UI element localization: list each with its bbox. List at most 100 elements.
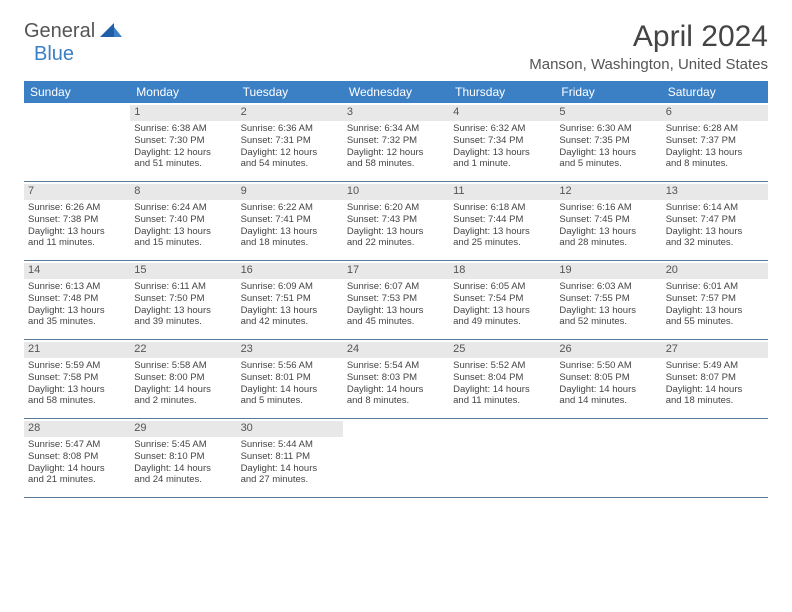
sunset-text: Sunset: 7:54 PM [453,293,551,305]
calendar-page: General Blue April 2024 Manson, Washingt… [0,0,792,518]
sunset-text: Sunset: 7:34 PM [453,135,551,147]
day-cell [24,103,130,181]
sunrise-text: Sunrise: 6:07 AM [347,281,445,293]
daylight-text: Daylight: 13 hours [559,226,657,238]
day-number: 23 [237,342,343,358]
sunrise-text: Sunrise: 6:26 AM [28,202,126,214]
day-cell [662,419,768,497]
day-number: 8 [130,184,236,200]
day-number: 28 [24,421,130,437]
month-title: April 2024 [529,20,768,54]
daylight-text: Daylight: 12 hours [134,147,232,159]
day-cell: 29Sunrise: 5:45 AMSunset: 8:10 PMDayligh… [130,419,236,497]
day-cell: 30Sunrise: 5:44 AMSunset: 8:11 PMDayligh… [237,419,343,497]
page-header: General Blue April 2024 Manson, Washingt… [24,20,768,73]
sunset-text: Sunset: 8:01 PM [241,372,339,384]
daylight-text: and 49 minutes. [453,316,551,328]
sunrise-text: Sunrise: 6:28 AM [666,123,764,135]
day-number: 30 [237,421,343,437]
sunrise-text: Sunrise: 5:50 AM [559,360,657,372]
day-cell: 22Sunrise: 5:58 AMSunset: 8:00 PMDayligh… [130,340,236,418]
day-number: 9 [237,184,343,200]
daylight-text: and 14 minutes. [559,395,657,407]
daylight-text: and 27 minutes. [241,474,339,486]
daylight-text: and 11 minutes. [453,395,551,407]
daylight-text: and 54 minutes. [241,158,339,170]
day-number: 3 [343,105,449,121]
sunset-text: Sunset: 7:43 PM [347,214,445,226]
weekday-header-row: Sunday Monday Tuesday Wednesday Thursday… [24,81,768,103]
sunset-text: Sunset: 7:44 PM [453,214,551,226]
daylight-text: and 21 minutes. [28,474,126,486]
sunrise-text: Sunrise: 6:36 AM [241,123,339,135]
sunrise-text: Sunrise: 6:30 AM [559,123,657,135]
daylight-text: Daylight: 14 hours [28,463,126,475]
day-number: 4 [449,105,555,121]
daylight-text: and 11 minutes. [28,237,126,249]
day-number: 29 [130,421,236,437]
day-number: 17 [343,263,449,279]
day-cell: 15Sunrise: 6:11 AMSunset: 7:50 PMDayligh… [130,261,236,339]
sunrise-text: Sunrise: 6:32 AM [453,123,551,135]
daylight-text: Daylight: 13 hours [134,305,232,317]
sunrise-text: Sunrise: 6:01 AM [666,281,764,293]
sunrise-text: Sunrise: 5:47 AM [28,439,126,451]
sunrise-text: Sunrise: 6:34 AM [347,123,445,135]
sunrise-text: Sunrise: 5:56 AM [241,360,339,372]
logo-text: General Blue [24,20,122,66]
weekday-header: Monday [130,81,236,103]
sunset-text: Sunset: 8:05 PM [559,372,657,384]
day-cell: 18Sunrise: 6:05 AMSunset: 7:54 PMDayligh… [449,261,555,339]
weekday-header: Friday [555,81,661,103]
logo-word-blue: Blue [34,43,74,65]
day-cell: 10Sunrise: 6:20 AMSunset: 7:43 PMDayligh… [343,182,449,260]
weekday-header: Wednesday [343,81,449,103]
day-number: 21 [24,342,130,358]
logo-triangle-icon [100,21,122,42]
daylight-text: Daylight: 13 hours [559,305,657,317]
logo-word-general: General [24,20,95,42]
daylight-text: and 8 minutes. [666,158,764,170]
daylight-text: and 5 minutes. [559,158,657,170]
weekday-header: Saturday [662,81,768,103]
daylight-text: Daylight: 13 hours [559,147,657,159]
day-cell: 23 Sunrise: 5:56 AMSunset: 8:01 PMDayligh… [237,340,343,418]
day-cell: 14Sunrise: 6:13 AMSunset: 7:48 PMDayligh… [24,261,130,339]
day-number: 22 [130,342,236,358]
daylight-text: and 25 minutes. [453,237,551,249]
daylight-text: Daylight: 14 hours [241,384,339,396]
daylight-text: and 58 minutes. [28,395,126,407]
day-number: 5 [555,105,661,121]
sunset-text: Sunset: 8:08 PM [28,451,126,463]
week-row: 28 Sunrise: 5:47 AMSunset: 8:08 PMDayligh… [24,419,768,498]
day-cell: 6Sunrise: 6:28 AMSunset: 7:37 PMDaylight… [662,103,768,181]
day-cell: 5Sunrise: 6:30 AMSunset: 7:35 PMDaylight… [555,103,661,181]
sunset-text: Sunset: 8:04 PM [453,372,551,384]
sunset-text: Sunset: 7:48 PM [28,293,126,305]
day-cell: 28 Sunrise: 5:47 AMSunset: 8:08 PMDayligh… [24,419,130,497]
brand-logo: General Blue [24,20,122,66]
daylight-text: Daylight: 13 hours [134,226,232,238]
daylight-text: Daylight: 13 hours [28,226,126,238]
day-number: 19 [555,263,661,279]
daylight-text: and 2 minutes. [134,395,232,407]
daylight-text: and 24 minutes. [134,474,232,486]
day-cell: 4 Sunrise: 6:32 AMSunset: 7:34 PMDaylight… [449,103,555,181]
sunset-text: Sunset: 7:53 PM [347,293,445,305]
daylight-text: Daylight: 13 hours [666,305,764,317]
daylight-text: Daylight: 13 hours [347,305,445,317]
day-cell: 12Sunrise: 6:16 AMSunset: 7:45 PMDayligh… [555,182,661,260]
day-cell: 2Sunrise: 6:36 AMSunset: 7:31 PMDaylight… [237,103,343,181]
sunrise-text: Sunrise: 6:22 AM [241,202,339,214]
daylight-text: and 39 minutes. [134,316,232,328]
day-number: 6 [662,105,768,121]
daylight-text: Daylight: 13 hours [453,305,551,317]
sunrise-text: Sunrise: 5:54 AM [347,360,445,372]
sunset-text: Sunset: 7:31 PM [241,135,339,147]
daylight-text: Daylight: 13 hours [28,305,126,317]
daylight-text: Daylight: 13 hours [453,147,551,159]
sunrise-text: Sunrise: 5:44 AM [241,439,339,451]
daylight-text: and 18 minutes. [666,395,764,407]
week-row: 14Sunrise: 6:13 AMSunset: 7:48 PMDayligh… [24,261,768,340]
daylight-text: Daylight: 12 hours [347,147,445,159]
